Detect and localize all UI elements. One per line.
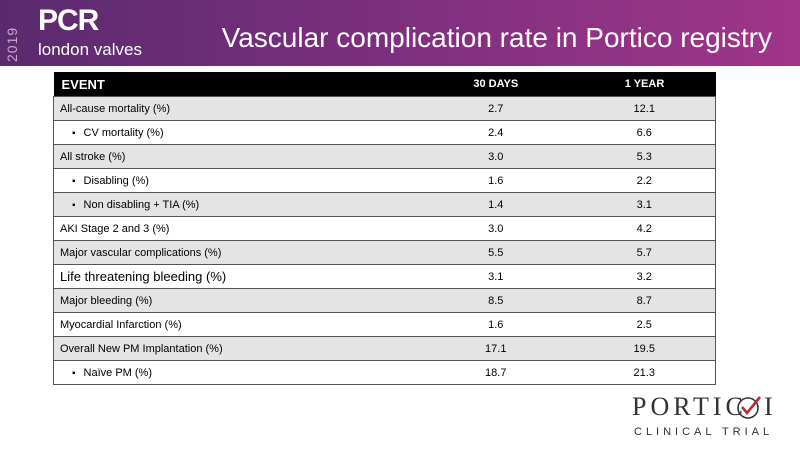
value-cell: 5.5 xyxy=(418,240,574,265)
table: EVENT 30 DAYS 1 YEAR All-cause mortality (… xyxy=(53,72,716,385)
slide-title: Vascular complication rate in Portico re… xyxy=(221,22,772,53)
event-cell: Myocardial Infarction (%) xyxy=(53,312,418,337)
value-cell: 6.6 xyxy=(573,120,716,145)
value-cell: 3.1 xyxy=(573,192,716,217)
column-header: 30 DAYS xyxy=(418,72,574,97)
column-header: 1 YEAR xyxy=(573,72,716,97)
value-cell: 2.4 xyxy=(418,120,574,145)
value-cell: 2.5 xyxy=(573,312,716,337)
value-cell: 2.2 xyxy=(573,168,716,193)
value-cell: 2.7 xyxy=(418,96,574,121)
event-cell: All-cause mortality (%) xyxy=(53,96,418,121)
header-band xyxy=(0,0,800,66)
event-cell: Major vascular complications (%) xyxy=(53,240,418,265)
header-row: EVENT 30 DAYS 1 YEAR xyxy=(53,72,716,97)
table-body: All-cause mortality (%)2.712.1CV mortali… xyxy=(53,96,716,385)
table-row: Major bleeding (%) 8.5 8.7 xyxy=(53,288,716,313)
event-cell: Life threatening bleeding (%) xyxy=(53,264,418,289)
table-head: EVENT 30 DAYS 1 YEAR xyxy=(53,72,716,97)
brand: PCR xyxy=(38,4,99,37)
logo-name-right: I xyxy=(764,392,773,421)
event-cell: Major bleeding (%) xyxy=(53,288,418,313)
logo-name: PORTIC xyxy=(632,392,747,421)
logo-tick xyxy=(741,396,762,416)
event-cell: AKI Stage 2 and 3 (%) xyxy=(53,216,418,241)
event-cell: Overall New PM Implantation (%) xyxy=(53,336,418,361)
logo-check xyxy=(737,396,762,419)
value-cell: 12.1 xyxy=(573,96,716,121)
value-cell: 3.0 xyxy=(418,216,574,241)
event-cell: Naïve PM (%) xyxy=(53,360,418,385)
table-row: Overall New PM Implantation (%) 17.1 19.5 xyxy=(53,336,716,361)
brand-sub: london valves xyxy=(38,40,142,59)
value-cell: 1.6 xyxy=(418,168,574,193)
event-cell: Disabling (%) xyxy=(53,168,418,193)
table-row: Major vascular complications (%) 5.5 5.7 xyxy=(53,240,716,265)
table-row: Non disabling + TIA (%)1.43.1 xyxy=(53,192,716,217)
value-cell: 5.7 xyxy=(573,240,716,265)
value-cell: 1.4 xyxy=(418,192,574,217)
event-cell: Non disabling + TIA (%) xyxy=(53,192,418,217)
table-row: Naïve PM (%)18.721.3 xyxy=(53,360,716,385)
event-cell: CV mortality (%) xyxy=(53,120,418,145)
value-cell: 19.5 xyxy=(573,336,716,361)
table-row: All stroke (%) 3.0 5.3 xyxy=(53,144,716,169)
value-cell: 5.3 xyxy=(573,144,716,169)
table-row: All-cause mortality (%) 2.7 12.1 xyxy=(53,96,716,121)
value-cell: 3.1 xyxy=(418,264,574,289)
value-cell: 17.1 xyxy=(418,336,574,361)
table-row: Life threatening bleeding (%) 3.1 3.2 xyxy=(53,264,716,289)
value-cell: 3.2 xyxy=(573,264,716,289)
value-cell: 8.5 xyxy=(418,288,574,313)
event-cell: All stroke (%) xyxy=(53,144,418,169)
table-row: CV mortality (%)2.46.6 xyxy=(53,120,716,145)
value-cell: 4.2 xyxy=(573,216,716,241)
value-cell: 1.6 xyxy=(418,312,574,337)
value-cell: 3.0 xyxy=(418,144,574,169)
table-row: AKI Stage 2 and 3 (%) 3.0 4.2 xyxy=(53,216,716,241)
year: 2019 xyxy=(4,26,20,62)
portico-logo: PORTIC I CLINICAL TRIAL xyxy=(632,392,792,442)
table-row: Disabling (%)1.62.2 xyxy=(53,168,716,193)
column-header: EVENT xyxy=(53,72,418,97)
value-cell: 8.7 xyxy=(573,288,716,313)
table-row: Myocardial Infarction (%) 1.6 2.5 xyxy=(53,312,716,337)
logo-tagline: CLINICAL TRIAL xyxy=(634,426,774,438)
value-cell: 18.7 xyxy=(418,360,574,385)
logo-circle xyxy=(737,397,759,419)
value-cell: 21.3 xyxy=(573,360,716,385)
